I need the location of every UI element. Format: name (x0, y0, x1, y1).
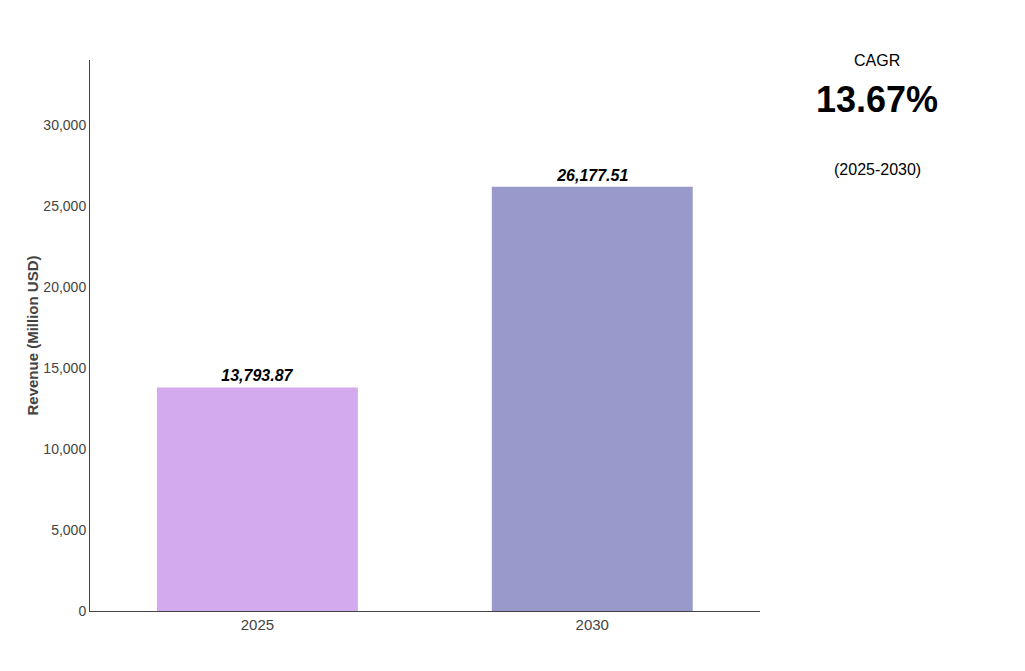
svg-text:2030: 2030 (576, 616, 609, 633)
svg-text:30,000: 30,000 (43, 117, 86, 133)
svg-text:26,177.51: 26,177.51 (556, 167, 628, 184)
svg-text:13.67%: 13.67% (816, 79, 938, 120)
svg-text:CAGR: CAGR (854, 52, 900, 69)
svg-text:5,000: 5,000 (51, 522, 86, 538)
svg-text:13,793.87: 13,793.87 (221, 367, 293, 384)
svg-text:20,000: 20,000 (43, 279, 86, 295)
svg-text:10,000: 10,000 (43, 441, 86, 457)
svg-text:15,000: 15,000 (43, 360, 86, 376)
svg-text:2025: 2025 (241, 616, 274, 633)
svg-text:(2025-2030): (2025-2030) (834, 161, 921, 178)
svg-text:25,000: 25,000 (43, 198, 86, 214)
svg-text:Revenue (Million USD): Revenue (Million USD) (24, 255, 41, 415)
svg-text:0: 0 (78, 603, 86, 619)
